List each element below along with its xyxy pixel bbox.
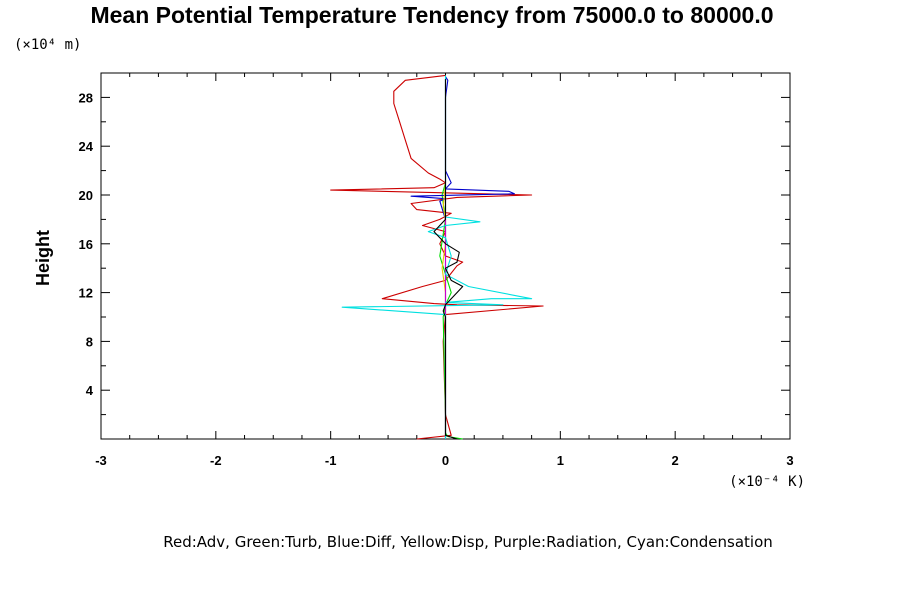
x-tick-label: 1 bbox=[557, 453, 564, 468]
x-tick-label: -3 bbox=[95, 453, 107, 468]
series-line bbox=[433, 79, 464, 440]
legend-caption: Red:Adv, Green:Turb, Blue:Diff, Yellow:D… bbox=[163, 533, 773, 551]
x-unit-label: (×10⁻⁴ K) bbox=[729, 474, 805, 490]
series-line bbox=[330, 74, 544, 440]
y-tick-label: 20 bbox=[79, 188, 93, 203]
x-tick-label: 2 bbox=[672, 453, 679, 468]
y-axis-label: Height bbox=[33, 230, 53, 286]
x-tick-label: -1 bbox=[325, 453, 337, 468]
y-tick-label: 4 bbox=[86, 383, 94, 398]
y-tick-label: 8 bbox=[86, 334, 93, 349]
chart-title: Mean Potential Temperature Tendency from… bbox=[90, 2, 773, 28]
x-tick-label: 0 bbox=[442, 453, 449, 468]
series-group bbox=[330, 74, 544, 440]
y-tick-label: 24 bbox=[79, 139, 94, 154]
x-tick-label: 3 bbox=[786, 453, 793, 468]
series-line bbox=[410, 76, 515, 439]
series-line bbox=[341, 75, 533, 439]
y-tick-label: 12 bbox=[79, 286, 93, 301]
x-tick-label: -2 bbox=[210, 453, 222, 468]
y-unit-label: (×10⁴ m) bbox=[14, 37, 81, 53]
y-tick-label: 28 bbox=[79, 90, 93, 105]
y-tick-label: 16 bbox=[79, 237, 93, 252]
